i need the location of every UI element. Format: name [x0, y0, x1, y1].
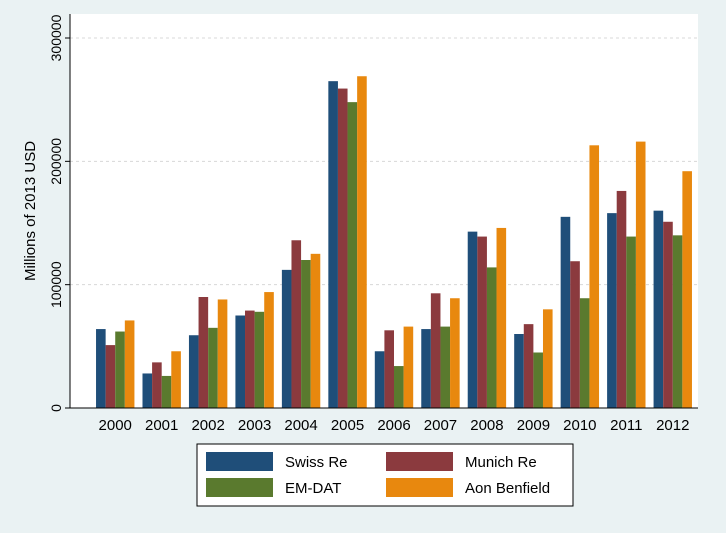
plot-area [70, 14, 698, 408]
x-tick-label: 2001 [145, 417, 178, 434]
bar-em-dat-2007 [440, 326, 451, 408]
x-tick-label: 2000 [99, 417, 132, 434]
bar-aon-benfield-2002 [217, 299, 228, 408]
bar-swiss-re-2006 [374, 351, 385, 408]
bar-swiss-re-2012 [653, 210, 664, 408]
legend-label-em-dat: EM-DAT [285, 480, 341, 497]
bar-em-dat-2006 [394, 366, 404, 408]
bar-munich-re-2009 [523, 324, 534, 408]
bar-swiss-re-2011 [607, 213, 617, 408]
bar-em-dat-2009 [533, 352, 543, 408]
bar-swiss-re-2005 [328, 81, 338, 409]
bar-munich-re-2007 [430, 293, 441, 408]
bar-swiss-re-2003 [235, 315, 246, 408]
bar-aon-benfield-2003 [264, 292, 274, 408]
bar-munich-re-2010 [570, 261, 580, 408]
bar-em-dat-2003 [254, 311, 265, 408]
legend-swatch-aon-benfield [386, 478, 453, 497]
x-tick-label: 2009 [517, 417, 550, 434]
x-tick-label: 2006 [377, 417, 410, 434]
bar-swiss-re-2007 [421, 329, 431, 408]
bar-aon-benfield-2010 [589, 145, 600, 409]
bar-munich-re-2004 [291, 240, 302, 408]
bar-aon-benfield-2006 [403, 326, 414, 408]
bar-aon-benfield-2001 [171, 351, 181, 408]
legend-swatch-em-dat [206, 478, 273, 497]
bar-aon-benfield-2008 [496, 227, 507, 408]
bar-aon-benfield-2012 [682, 171, 692, 408]
bar-swiss-re-2002 [188, 335, 199, 408]
bar-swiss-re-2010 [560, 216, 571, 408]
bar-em-dat-2001 [161, 375, 172, 408]
bar-munich-re-2001 [152, 362, 162, 408]
bar-em-dat-2002 [208, 327, 218, 408]
y-axis-title: Millions of 2013 USD [22, 141, 39, 281]
bar-aon-benfield-2007 [450, 298, 460, 408]
x-tick-label: 2003 [238, 417, 271, 434]
bar-swiss-re-2000 [96, 329, 106, 408]
bar-aon-benfield-2000 [124, 320, 135, 408]
bar-munich-re-2006 [384, 330, 394, 408]
legend-swatch-munich-re [386, 452, 453, 471]
y-tick-label: 200000 [48, 138, 64, 185]
bar-munich-re-2002 [198, 297, 209, 408]
legend-swatch-swiss-re [206, 452, 273, 471]
legend-label-swiss-re: Swiss Re [285, 454, 348, 471]
bar-aon-benfield-2009 [542, 309, 553, 408]
x-tick-label: 2007 [424, 417, 457, 434]
bar-em-dat-2011 [626, 236, 636, 408]
bar-munich-re-2003 [245, 310, 255, 408]
bar-swiss-re-2004 [281, 269, 292, 408]
bar-munich-re-2005 [337, 88, 348, 409]
x-tick-label: 2002 [191, 417, 224, 434]
bar-em-dat-2010 [579, 298, 590, 408]
bar-munich-re-2011 [616, 190, 627, 408]
y-tick-label: 100000 [48, 261, 64, 308]
bar-munich-re-2008 [477, 236, 487, 408]
bar-em-dat-2004 [301, 260, 311, 408]
y-tick-label: 300000 [48, 14, 64, 61]
x-tick-label: 2005 [331, 417, 364, 434]
bar-aon-benfield-2004 [310, 253, 321, 408]
legend-label-aon-benfield: Aon Benfield [465, 480, 550, 497]
bar-munich-re-2012 [663, 221, 673, 408]
bar-em-dat-2008 [486, 267, 497, 408]
bar-em-dat-2000 [115, 331, 125, 408]
bar-aon-benfield-2011 [635, 141, 646, 408]
bar-munich-re-2000 [105, 345, 116, 408]
x-tick-label: 2008 [470, 417, 503, 434]
x-tick-label: 2011 [610, 417, 642, 434]
bar-swiss-re-2001 [142, 373, 153, 408]
legend-label-munich-re: Munich Re [465, 454, 537, 471]
bar-swiss-re-2009 [514, 334, 524, 408]
x-tick-label: 2012 [656, 417, 689, 434]
x-tick-label: 2004 [284, 417, 317, 434]
x-tick-label: 2010 [563, 417, 596, 434]
bar-em-dat-2005 [347, 102, 358, 408]
bar-em-dat-2012 [672, 235, 683, 408]
bar-swiss-re-2008 [467, 231, 478, 408]
y-tick-label: 0 [48, 404, 64, 412]
bar-aon-benfield-2005 [357, 76, 367, 408]
